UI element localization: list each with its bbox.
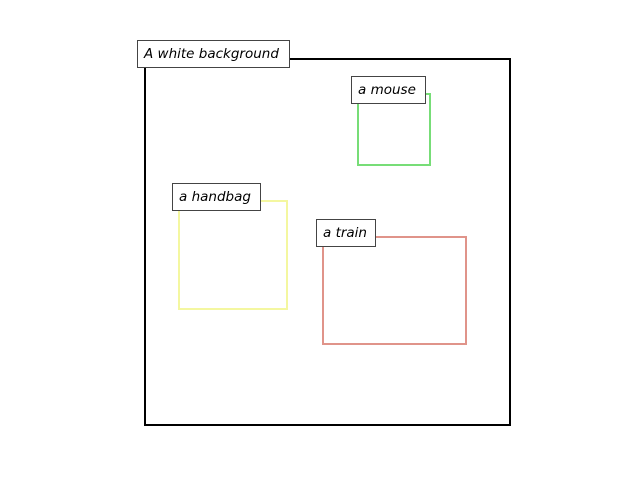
handbag-bounding-box xyxy=(178,200,288,310)
handbag-label: a handbag xyxy=(172,183,261,211)
train-label: a train xyxy=(316,219,376,247)
scene-caption-label: A white background xyxy=(137,40,290,68)
mouse-label: a mouse xyxy=(351,76,426,104)
scene-frame xyxy=(144,58,511,426)
train-bounding-box xyxy=(322,236,467,345)
